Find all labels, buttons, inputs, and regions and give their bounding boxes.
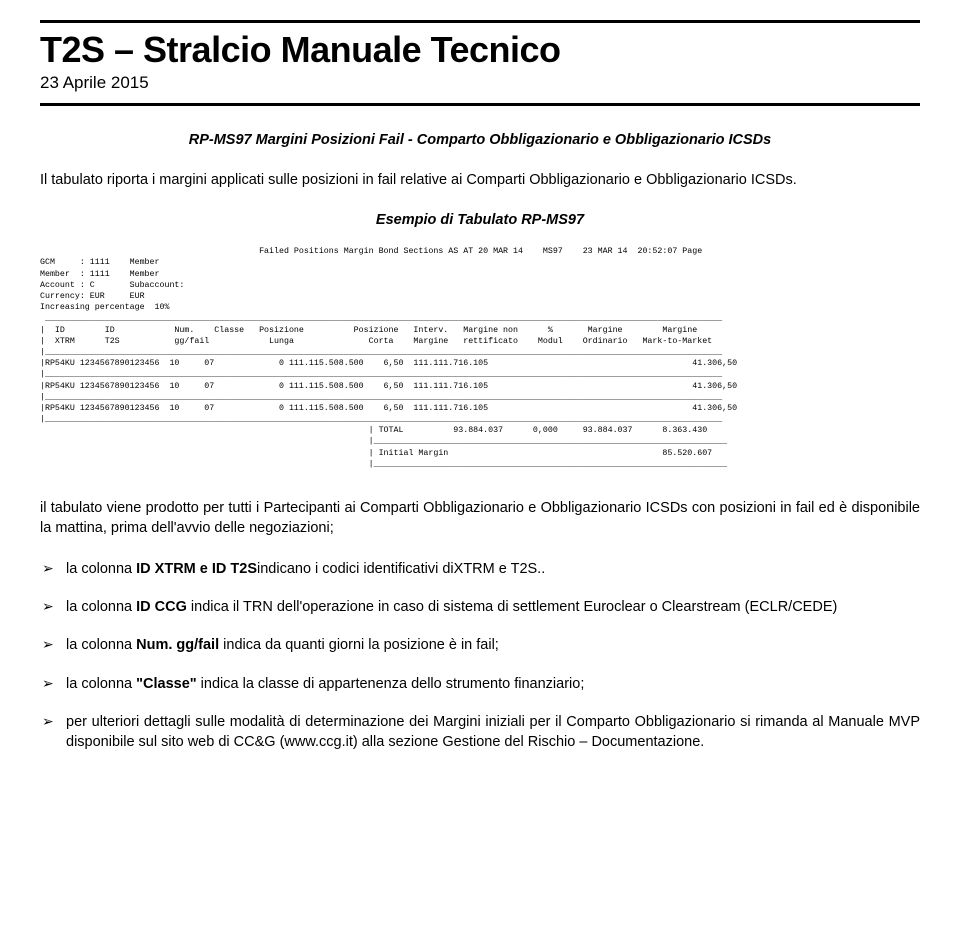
- bullet-item: per ulteriori dettagli sulle modalità di…: [40, 712, 920, 753]
- rule-top: [40, 20, 920, 23]
- bullet-text: la colonna: [66, 599, 136, 615]
- section-title: RP-MS97 Margini Posizioni Fail - Compart…: [40, 132, 920, 148]
- bullet-bold: Num. gg/fail: [136, 637, 219, 653]
- report-monospace-block: Failed Positions Margin Bond Sections AS…: [40, 246, 920, 470]
- intro-paragraph: Il tabulato riporta i margini applicati …: [40, 170, 920, 190]
- bullet-text: indicano i codici identificativi diXTRM …: [257, 561, 545, 577]
- page-date: 23 Aprile 2015: [40, 73, 920, 93]
- bullet-text: la colonna: [66, 676, 136, 692]
- bullet-text: indica il TRN dell'operazione in caso di…: [187, 599, 837, 615]
- bullet-text: la colonna: [66, 561, 136, 577]
- bullet-text: per ulteriori dettagli sulle modalità di…: [66, 714, 920, 750]
- bullet-text: indica la classe di appartenenza dello s…: [197, 676, 585, 692]
- example-title: Esempio di Tabulato RP-MS97: [40, 212, 920, 228]
- bullet-text: la colonna: [66, 637, 136, 653]
- bullet-bold: ID CCG: [136, 599, 187, 615]
- bullet-bold: ID XTRM e ID T2S: [136, 561, 257, 577]
- bullet-item: la colonna "Classe" indica la classe di …: [40, 674, 920, 694]
- paragraph-after: il tabulato viene prodotto per tutti i P…: [40, 498, 920, 539]
- bullet-list: la colonna ID XTRM e ID T2Sindicano i co…: [40, 559, 920, 753]
- bullet-text: indica da quanti giorni la posizione è i…: [219, 637, 499, 653]
- page-title: T2S – Stralcio Manuale Tecnico: [40, 29, 920, 71]
- bullet-item: la colonna Num. gg/fail indica da quanti…: [40, 635, 920, 655]
- bullet-item: la colonna ID XTRM e ID T2Sindicano i co…: [40, 559, 920, 579]
- bullet-bold: "Classe": [136, 676, 197, 692]
- rule-bottom: [40, 103, 920, 106]
- bullet-item: la colonna ID CCG indica il TRN dell'ope…: [40, 597, 920, 617]
